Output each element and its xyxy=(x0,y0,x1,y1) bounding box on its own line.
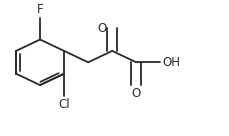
Text: O: O xyxy=(97,22,106,35)
Text: O: O xyxy=(132,87,141,100)
Text: Cl: Cl xyxy=(58,98,70,112)
Text: F: F xyxy=(37,3,43,16)
Text: OH: OH xyxy=(163,56,181,69)
